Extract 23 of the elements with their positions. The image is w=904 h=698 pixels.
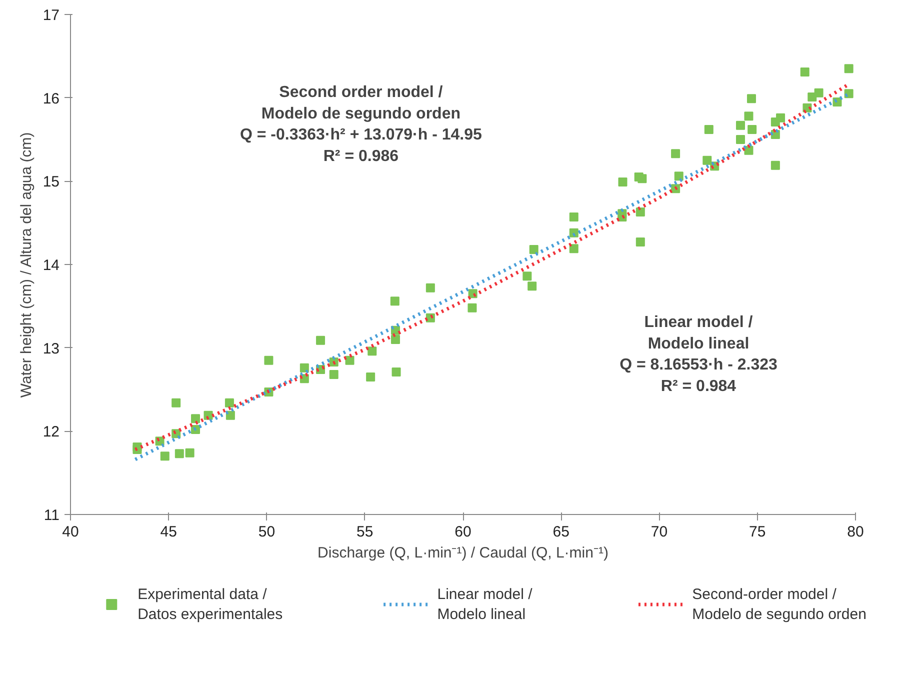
y-tick-label: 13 xyxy=(42,340,60,358)
y-tick-label: 14 xyxy=(42,257,60,274)
x-tick-label: 80 xyxy=(847,524,864,540)
x-tick-label: 65 xyxy=(552,524,570,540)
y-tick-label: 15 xyxy=(42,174,60,191)
y-tick-label: 16 xyxy=(42,90,60,108)
x-tick-label: 75 xyxy=(749,524,766,540)
annotation: Second order model / Modelo de segundo orden Q = -0.3363·h² + 13.079·h - 14.95 R² = 0.986 xyxy=(240,84,482,165)
x-tick-label: 70 xyxy=(650,524,668,540)
legend-label: Linear model / Modelo lineal xyxy=(437,586,534,624)
legend-label: Experimental data / Datos experimentales xyxy=(138,586,283,624)
x-tick-label: 55 xyxy=(356,524,374,540)
x-tick-label: 40 xyxy=(62,524,79,540)
x-tick-label: 45 xyxy=(160,524,177,540)
x-tick-label: 60 xyxy=(454,524,472,540)
y-tick-label: 11 xyxy=(44,507,60,524)
x-axis-title: Discharge (Q, L·min⁻¹) / Caudal (Q, L·min⁻¹) xyxy=(318,544,608,562)
x-tick-label: 50 xyxy=(258,524,276,540)
y-tick-label: 12 xyxy=(42,424,60,441)
y-axis-title: Water height (cm) / Altura del agua (cm) xyxy=(18,132,35,398)
annotation: Linear model / Modelo lineal Q = 8.16553·h - 2.323 R² = 0.984 xyxy=(620,314,778,395)
legend-label: Second-order model / Modelo de segundo orden xyxy=(692,586,866,624)
y-tick-label: 17 xyxy=(42,7,60,24)
